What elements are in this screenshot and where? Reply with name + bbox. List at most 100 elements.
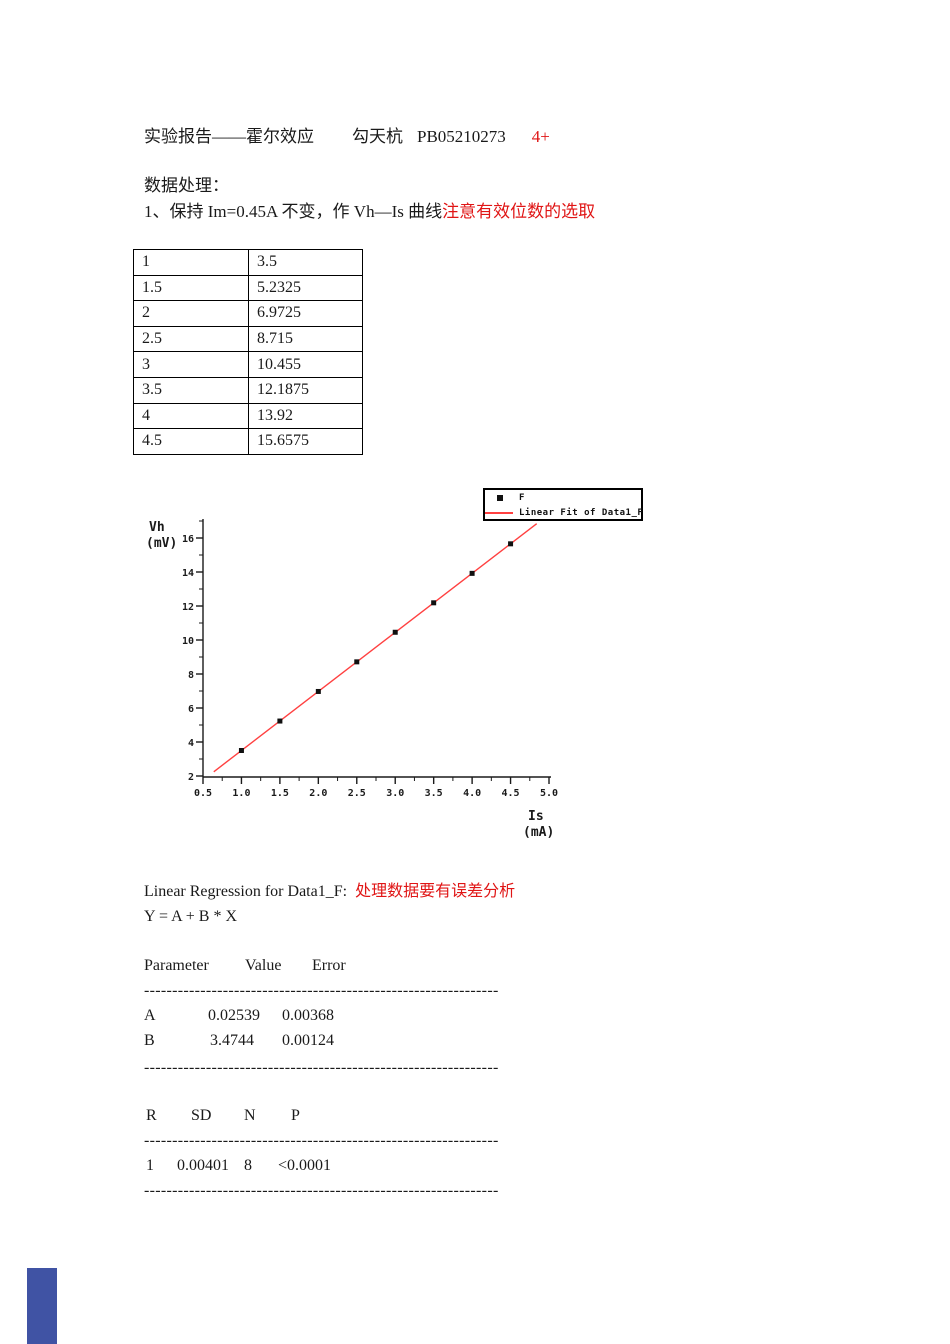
table-cell: 15.6575 [248,428,363,455]
y-axis-title-line1: Vh [149,520,165,535]
regression-title: Linear Regression for Data1_F: [144,883,348,900]
regression-title-line: Linear Regression for Data1_F: 处理数据要有误差分析 [144,882,564,902]
table-cell: 13.92 [248,402,363,430]
data-point [469,570,475,576]
table-cell: 6.9725 [248,300,363,327]
x-tick-label: 2.5 [348,788,366,799]
stats-header-n: N [244,1107,256,1124]
table-cell: 5.2325 [248,274,363,302]
x-axis-title-line1: Is [528,809,544,824]
x-tick-label: 5.0 [540,788,558,799]
section-heading: 数据处理： [144,176,229,195]
stats-header-p: P [291,1107,300,1124]
scatter-marker-icon [497,495,503,501]
table-cell: 12.1875 [248,376,363,404]
table-cell: 3.5 [133,376,249,404]
chart-plot-area: 0.5 1.0 1.5 2.0 2.5 3.0 3.5 4.0 4.5 5.0 2 4 6 8 10 12 14… [182,519,558,799]
report-title: 实验报告——霍尔效应 [144,127,314,146]
legend-series-label: F [519,493,525,503]
table-cell: 4 [133,402,249,430]
param-header-parameter: Parameter [144,957,209,974]
table-cell: 2.5 [133,325,249,353]
param-row-B: B 3.4744 0.00124 [144,1031,564,1051]
x-tick-label: 1.0 [232,788,250,799]
table-cell: 4.5 [133,428,249,455]
report-title-line: 实验报告——霍尔效应 勾天杭 PB05210273 4+ [144,127,550,147]
separator-line: ----------------------------------------… [144,1132,499,1149]
data-point [431,600,437,606]
item-1-note: 注意有效位数的选取 [442,202,596,221]
data-table-body: 1 3.5 1.5 5.2325 2 6.9725 2.5 8.715 3 10.455 3.5 12… [133,249,363,455]
y-tick-label: 10 [182,636,194,647]
linear-fit-line [213,523,538,773]
y-tick-label: 2 [188,772,194,783]
param-row-A: A 0.02539 0.00368 [144,1006,564,1026]
regression-equation: Y = A + B * X [144,908,238,925]
param-name: A [144,1007,156,1024]
fit-line-icon [485,512,513,514]
legend-row-fit: Linear Fit of Data1_F [485,505,644,520]
x-tick-label: 3.5 [425,788,443,799]
x-tick-label: 1.5 [271,788,289,799]
item-1-line: 1、保持 Im=0.45A 不变，作 Vh—Is 曲线注意有效位数的选取 [144,202,595,222]
data-point [354,659,360,665]
grade-mark: 4+ [531,127,550,146]
y-tick-label: 4 [188,738,194,749]
x-tick-label: 2.0 [309,788,327,799]
param-table-header: Parameter Value Error [144,956,564,976]
separator-line: ----------------------------------------… [144,982,499,999]
table-cell: 2 [133,300,249,327]
separator-line: ----------------------------------------… [144,1182,499,1199]
stats-table-header: R SD N P [144,1106,564,1126]
hall-voltage-chart: Vh (mV) Is (mA) 0.5 1.0 1.5 2.0 2.5 3.0 3.5 4.0… [146,519,558,840]
x-tick-label: 4.0 [463,788,481,799]
stats-n: 8 [244,1157,252,1174]
data-point [277,718,283,724]
student-id: PB05210273 [417,127,506,146]
param-value: 0.02539 [208,1007,260,1024]
table-row: 3 10.455 [133,351,363,378]
table-cell: 10.455 [248,351,363,378]
table-row: 4 13.92 [133,402,363,430]
y-axis-title-line2: (mV) [146,536,177,551]
x-tick-label: 0.5 [194,788,212,799]
x-tick-label: 4.5 [502,788,520,799]
stats-row: 1 0.00401 8 <0.0001 [144,1156,564,1176]
data-point [392,629,398,635]
param-value: 3.4744 [210,1032,254,1049]
data-point [238,748,244,753]
stats-p: <0.0001 [278,1157,332,1174]
x-tick-label: 3.0 [386,788,404,799]
table-row: 3.5 12.1875 [133,376,363,404]
y-tick-label: 12 [182,602,194,613]
vh-is-data-table: 1 3.5 1.5 5.2325 2 6.9725 2.5 8.715 3 10.455 3.5 12… [133,249,363,455]
table-row: 2 6.9725 [133,300,363,327]
blue-page-mark [27,1268,57,1344]
table-row: 4.5 15.6575 [133,428,363,455]
param-header-value: Value [245,957,282,974]
chart-legend: F Linear Fit of Data1_F [483,488,643,521]
x-axis-title-line2: (mA) [523,825,554,840]
data-point [508,541,514,547]
table-cell: 8.715 [248,325,363,353]
table-row: 1 3.5 [133,249,363,276]
stats-r: 1 [146,1157,154,1174]
legend-row-series: F [485,490,641,505]
separator-line: ----------------------------------------… [144,1059,499,1076]
stats-header-sd: SD [191,1107,212,1124]
author-name: 勾天杭 [352,127,403,146]
legend-fit-label: Linear Fit of Data1_F [519,508,644,518]
table-cell: 1.5 [133,274,249,302]
y-tick-label: 14 [182,568,194,579]
regression-note: 处理数据要有误差分析 [355,883,516,900]
item-1-text: 1、保持 Im=0.45A 不变，作 Vh—Is 曲线 [144,202,443,221]
table-row: 2.5 8.715 [133,325,363,353]
param-name: B [144,1032,155,1049]
table-row: 1.5 5.2325 [133,274,363,302]
y-tick-label: 16 [182,534,194,545]
stats-sd: 0.00401 [177,1157,229,1174]
param-header-error: Error [312,957,346,974]
data-point [315,688,321,694]
table-cell: 3.5 [248,249,363,276]
